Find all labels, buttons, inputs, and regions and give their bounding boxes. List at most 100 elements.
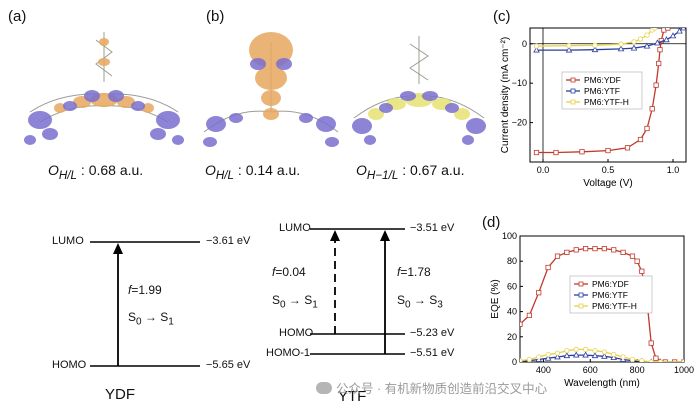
data-point: [536, 354, 542, 360]
legend-label: PM6:YTF: [592, 290, 628, 300]
x-axis-label: Voltage (V): [583, 178, 632, 189]
legend-marker: [578, 281, 584, 287]
data-point: [649, 106, 655, 112]
y-tick-label: −10: [512, 78, 527, 88]
x-tick-label: 400: [536, 365, 551, 375]
data-point: [566, 43, 572, 49]
watermark: 公众号 · 有机新物质创造前沿交叉中心: [316, 378, 547, 397]
legend-label: PM6:YTF-H: [584, 97, 629, 107]
data-point: [644, 32, 650, 38]
data-point: [629, 356, 636, 362]
y-tick-label: −20: [512, 118, 527, 128]
state-sub: 0: [405, 299, 411, 311]
ytf-homo1-orbital-image: [352, 36, 486, 145]
ytf-homo1-label: HOMO-1: [266, 347, 310, 359]
data-point: [657, 47, 663, 53]
data-point: [665, 28, 671, 31]
y-tick-label: 80: [507, 256, 517, 266]
data-point: [582, 351, 589, 358]
f-symbol: f: [128, 283, 132, 297]
data-point: [637, 136, 644, 143]
ydf-homo-label: HOMO: [52, 359, 87, 371]
data-point: [564, 249, 570, 255]
data-point: [653, 82, 659, 88]
ydf-lumo-energy: −3.61 eV: [206, 235, 251, 247]
data-point: [663, 36, 670, 43]
data-point: [630, 44, 638, 51]
y-axis-label: Current density (mA cm⁻²): [500, 37, 511, 153]
data-point: [591, 352, 599, 359]
legend-label: PM6:YDF: [584, 75, 621, 85]
arrow-glyph: →: [144, 310, 157, 324]
data-point: [648, 340, 654, 346]
data-point: [631, 39, 637, 45]
data-point: [591, 46, 599, 53]
data-point: [554, 253, 561, 259]
data-point: [601, 349, 607, 355]
data-point: [653, 355, 659, 361]
data-point: [620, 354, 626, 360]
arrow-glyph: →: [288, 293, 301, 307]
y-axis-label: EQE (%): [490, 279, 501, 318]
state-sub: 1: [312, 299, 318, 311]
ydf-homo-energy: −5.65 eV: [206, 359, 251, 371]
data-point: [657, 359, 664, 362]
data-point: [605, 147, 611, 154]
state-s: S: [160, 310, 169, 324]
x-axis-label: Wavelength (nm): [564, 378, 640, 389]
ydf-oscillator-strength: f=1.99: [128, 283, 162, 297]
data-point: [553, 149, 559, 156]
x-tick-label: 600: [583, 365, 598, 375]
ytf-s3-transition: S0 → S3: [397, 293, 443, 310]
ytf-s1-transition: S0 → S1: [272, 293, 318, 310]
jv-chart: 0.0 0.5 1.0 0 −10 −20 Voltage (V) Current densi…: [500, 27, 687, 189]
data-point: [629, 253, 636, 259]
ytf-s1-arrow-head: [330, 230, 340, 241]
data-point: [611, 351, 617, 358]
state-sub: 0: [280, 299, 286, 311]
x-tick-label: 800: [630, 365, 645, 375]
ytf-homo-orbital-image: [203, 32, 339, 147]
data-point: [592, 42, 598, 48]
data-point: [618, 41, 624, 47]
data-point: [583, 346, 589, 353]
eqe-chart: 400 600 800 1000 0 20 40 60 80 100 Wavelength (nm)…: [490, 231, 694, 389]
data-point: [554, 353, 561, 360]
wechat-icon: [316, 382, 332, 394]
overlap-subscript: H/L: [215, 168, 235, 182]
data-point: [676, 28, 683, 34]
data-point: [526, 356, 532, 362]
ydf-lumo-label: LUMO: [52, 235, 84, 247]
data-point: [520, 358, 523, 362]
data-point: [637, 36, 644, 42]
data-point: [617, 45, 625, 52]
overlap-subscript: H/L: [58, 168, 78, 182]
f-symbol: f: [397, 265, 401, 279]
state-s: S: [272, 293, 281, 307]
legend-marker: [570, 77, 576, 83]
data-point: [652, 28, 658, 31]
y-tick-label: 0: [512, 357, 517, 367]
f-symbol: f: [272, 265, 276, 279]
data-point: [620, 249, 626, 255]
panel-label-b: (b): [206, 8, 225, 25]
data-point: [672, 359, 678, 362]
data-point: [592, 245, 598, 252]
ytf-lumo-label: LUMO: [279, 222, 311, 234]
data-point: [533, 43, 540, 49]
data-point: [592, 348, 598, 354]
legend-label: PM6:YTF-H: [592, 301, 637, 311]
data-point: [533, 149, 540, 156]
y-tick-label: 20: [507, 332, 517, 342]
ydf-name: YDF: [105, 386, 135, 403]
data-point: [680, 28, 686, 31]
ytf-homo-label: HOMO: [279, 327, 314, 339]
data-point: [536, 290, 542, 296]
data-point: [681, 359, 684, 362]
data-point: [648, 359, 654, 362]
data-point: [554, 350, 561, 356]
x-tick-label: 1.0: [667, 165, 680, 175]
ytf-s1-oscillator-strength: f=0.04: [272, 265, 306, 279]
data-point: [624, 145, 631, 151]
ytf-lumo-energy: −3.51 eV: [410, 222, 455, 234]
